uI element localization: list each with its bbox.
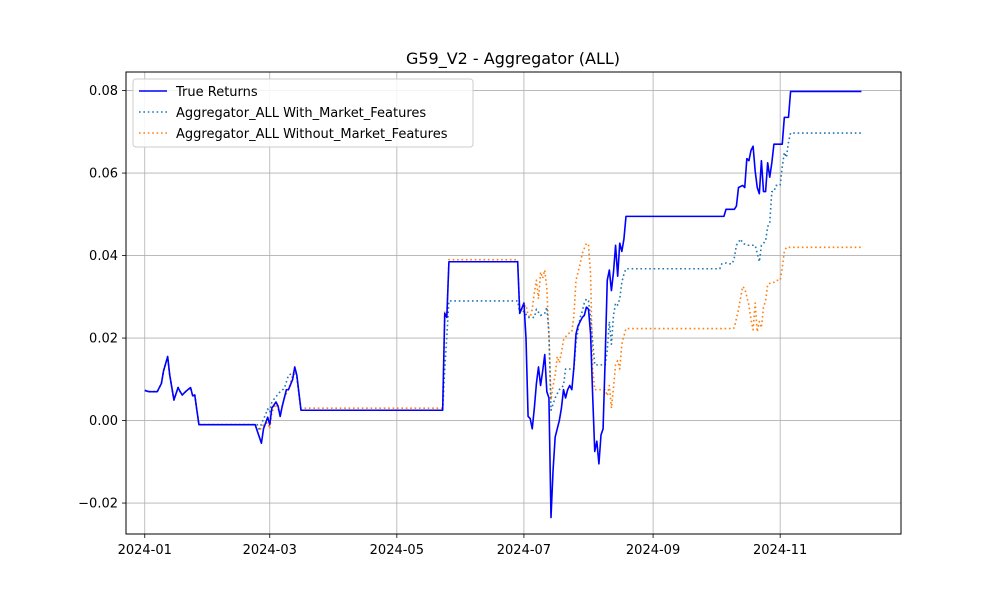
x-axis: 2024-01 2024-03 2024-05 2024-07 2024-09 2024-…: [118, 534, 807, 558]
x-tick-label: 2024-03: [243, 543, 297, 558]
grid-lines: [126, 72, 901, 534]
chart-title: G59_V2 - Aggregator (ALL): [406, 49, 620, 69]
x-tick-label: 2024-09: [626, 543, 680, 558]
y-tick-label: 0.08: [89, 84, 118, 99]
y-tick-label: −0.02: [78, 497, 118, 512]
series-line-2: [144, 242, 862, 432]
x-tick-label: 2024-07: [497, 543, 551, 558]
series-line-0: [144, 90, 862, 519]
y-tick-label: 0.06: [89, 167, 118, 182]
x-tick-label: 2024-05: [370, 543, 424, 558]
y-tick-label: 0.02: [89, 332, 118, 347]
series-line-1: [144, 132, 862, 430]
y-axis: −0.02 0.00 0.02 0.04 0.06 0.08: [78, 84, 126, 512]
legend: True Returns Aggregator_ALL With_Market_F…: [132, 78, 474, 148]
y-tick-label: 0.00: [89, 414, 118, 429]
legend-label: Aggregator_ALL With_Market_Features: [176, 106, 426, 121]
series-lines: [144, 90, 862, 519]
plot-frame: [125, 71, 902, 535]
x-tick-label: 2024-01: [118, 543, 172, 558]
legend-label: Aggregator_ALL Without_Market_Features: [176, 127, 448, 142]
legend-label: True Returns: [175, 85, 258, 100]
x-tick-label: 2024-11: [753, 543, 807, 558]
legend-box: [132, 78, 474, 148]
y-tick-label: 0.04: [89, 249, 118, 264]
